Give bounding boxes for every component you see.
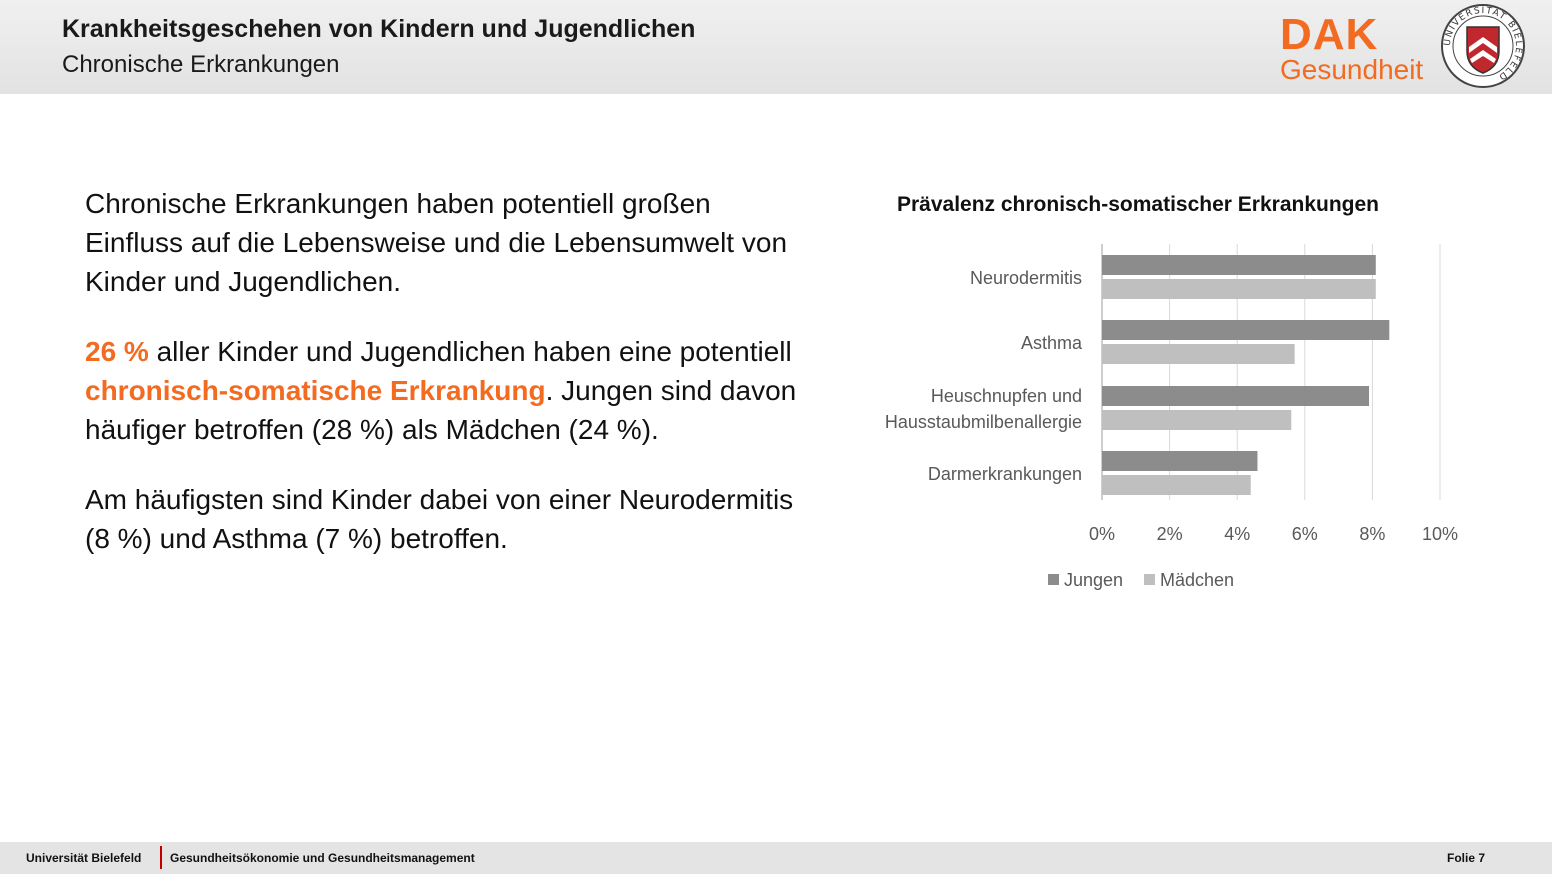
x-tick-label: 4%	[1224, 524, 1250, 544]
x-tick-label: 8%	[1359, 524, 1385, 544]
bar-mädchen	[1102, 344, 1295, 364]
footer-department: Gesundheitsökonomie und Gesundheitsmanag…	[170, 851, 475, 865]
bar-jungen	[1102, 386, 1370, 406]
bar-mädchen	[1102, 410, 1292, 430]
legend-label: Jungen	[1064, 570, 1123, 590]
category-label: Hausstaubmilbenallergie	[885, 412, 1082, 432]
bar-jungen	[1102, 320, 1390, 340]
bar-mädchen	[1102, 279, 1376, 299]
footer-slide-number: Folie 7	[1447, 851, 1486, 865]
slide-footer: Universität Bielefeld Gesundheitsökonomi…	[0, 842, 1552, 874]
x-tick-label: 2%	[1157, 524, 1183, 544]
legend-swatch	[1144, 574, 1155, 585]
category-label: Neurodermitis	[970, 268, 1082, 288]
highlight-condition: chronisch-somatische Erkrankung	[85, 375, 546, 406]
footer-divider	[160, 846, 162, 869]
paragraph-prevalence: 26 % aller Kinder und Jugendlichen haben…	[85, 332, 805, 449]
paragraph-intro: Chronische Erkrankungen haben potentiell…	[85, 188, 788, 297]
slide-title: Krankheitsgeschehen von Kindern und Juge…	[62, 15, 696, 43]
university-seal-icon: UNIVERSITÄT BIELEFELD	[1441, 4, 1525, 88]
bar-jungen	[1102, 451, 1258, 471]
bar-jungen	[1102, 255, 1376, 275]
dak-logo-sub: Gesundheit	[1280, 54, 1424, 85]
footer-university: Universität Bielefeld	[26, 851, 142, 865]
legend-label: Mädchen	[1160, 570, 1234, 590]
paragraph-most-common: Am häufigsten sind Kinder dabei von eine…	[85, 484, 794, 554]
category-label: Asthma	[1021, 333, 1083, 353]
chart-title: Prävalenz chronisch-somatischer Erkranku…	[897, 193, 1379, 216]
dak-logo-word: DAK	[1280, 10, 1379, 59]
category-label: Heuschnupfen und	[931, 386, 1082, 406]
slide-text: Chronische Erkrankungen haben potentiell…	[85, 184, 805, 589]
category-label: Darmerkrankungen	[928, 464, 1082, 484]
highlight-percent: 26 %	[85, 336, 149, 367]
bar-mädchen	[1102, 475, 1251, 495]
dak-gesundheit-logo: DAK Gesundheit	[1280, 10, 1423, 85]
x-tick-label: 0%	[1089, 524, 1115, 544]
slide-header: Krankheitsgeschehen von Kindern und Juge…	[0, 0, 1552, 94]
paragraph-prevalence-text1: aller Kinder und Jugendlichen haben eine…	[148, 336, 792, 367]
paragraph-prevalence-text2: . Jungen sind davon häufiger betroffen (…	[85, 375, 797, 445]
legend-swatch	[1048, 574, 1059, 585]
slide-subtitle: Chronische Erkrankungen	[62, 51, 340, 78]
prevalence-bar-chart: Prävalenz chronisch-somatischer Erkranku…	[885, 193, 1458, 590]
x-tick-label: 6%	[1292, 524, 1318, 544]
x-tick-label: 10%	[1422, 524, 1458, 544]
